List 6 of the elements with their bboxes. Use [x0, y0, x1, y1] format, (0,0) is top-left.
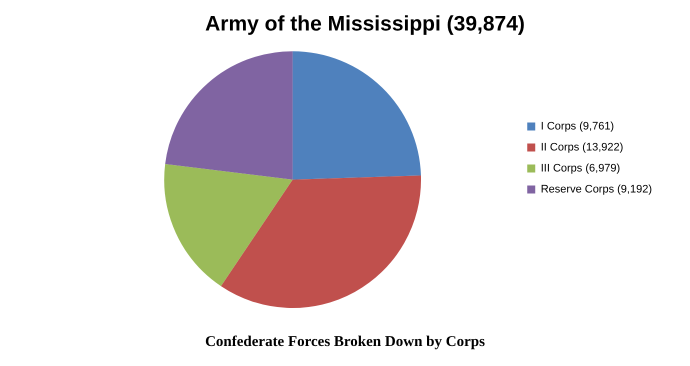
- text: Confederate Forces Broken Down by Corps: [204, 334, 486, 351]
- legend-label: Reserve Corps (9,192): [540, 184, 652, 196]
- legend-label: III Corps (6,979): [540, 162, 620, 175]
- legend-label: II Corps (13,922): [540, 142, 624, 154]
- legend-label: I Corps (9,761): [540, 120, 614, 133]
- chart-title: Army of the Mississippi (39,874): [205, 12, 525, 36]
